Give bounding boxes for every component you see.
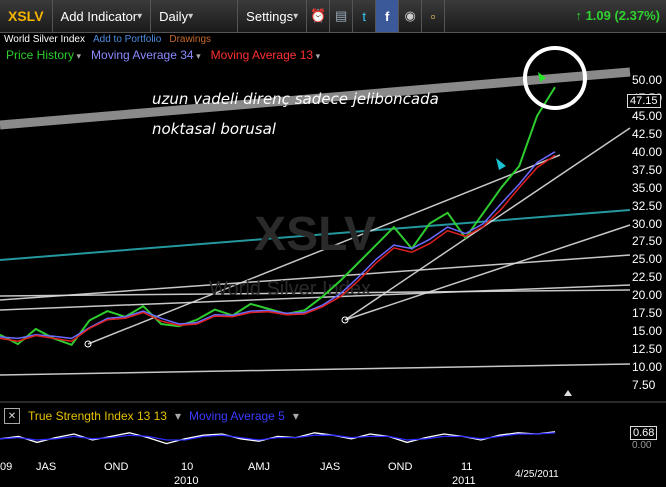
y-tick-label: 40.00 xyxy=(632,144,663,159)
legend: Price History Moving Average 34 Moving A… xyxy=(0,48,666,64)
chevron-down-icon[interactable]: ▾ xyxy=(174,409,182,423)
upper-trendline xyxy=(344,127,631,321)
toolbar: XSLV Add Indicator Daily Settings ⏰ ▤ t … xyxy=(0,0,666,33)
price-change-value: 1.09 (2.37%) xyxy=(585,8,660,23)
y-tick-label: 22.50 xyxy=(632,270,663,285)
legend-tsi[interactable]: True Strength Index 13 13 xyxy=(28,409,167,423)
subbar: World Silver Index Add to Portfolio Draw… xyxy=(0,32,666,46)
support-trendline-1 xyxy=(87,154,561,345)
x-year-label: 2010 xyxy=(174,475,199,487)
x-tick-label: OND xyxy=(388,461,413,473)
y-tick-label: 20.00 xyxy=(632,288,663,303)
x-tick-label: JAS xyxy=(320,461,341,473)
binoculars-icon[interactable]: ◉ xyxy=(399,0,423,32)
y-tick-label: 32.50 xyxy=(632,198,663,213)
highlight-circle xyxy=(523,46,587,110)
price-change: ↑ 1.09 (2.37%) xyxy=(575,8,660,23)
legend-ma34[interactable]: Moving Average 34 xyxy=(91,48,201,64)
teal-arrow-icon xyxy=(496,158,506,170)
x-tick-label: 4/25/2011 xyxy=(515,469,559,480)
legend-price-history[interactable]: Price History xyxy=(6,48,81,64)
instrument-name: World Silver Index xyxy=(4,33,85,45)
x-tick-label: OND xyxy=(104,461,129,473)
symbol-field[interactable]: XSLV xyxy=(0,0,53,32)
x-tick-label: 11 xyxy=(461,461,473,473)
y-tick-label: 50.00 xyxy=(632,73,663,87)
y-tick-label: 12.50 xyxy=(632,342,663,357)
series-line-3 xyxy=(0,154,556,342)
twitter-icon[interactable]: t xyxy=(353,0,377,32)
y-tick-label: 37.50 xyxy=(632,162,663,177)
horizontal-trendline-3 xyxy=(0,289,631,297)
legend-tsi-ma[interactable]: Moving Average 5 xyxy=(189,409,285,423)
x-tick-label: 10 xyxy=(181,461,194,473)
y-tick-label: 27.50 xyxy=(632,234,663,249)
facebook-icon[interactable]: f xyxy=(376,0,400,32)
y-tick-label: 7.50 xyxy=(632,378,656,392)
current-price-box: 47.15 xyxy=(627,94,661,108)
y-tick-label: 15.00 xyxy=(632,324,663,339)
note-icon[interactable]: ▫ xyxy=(422,0,446,32)
chevron-down-icon[interactable]: ▾ xyxy=(292,409,299,423)
close-icon[interactable]: ✕ xyxy=(4,408,20,424)
x-tick-label: 09 xyxy=(0,461,13,473)
watermark-name: World Silver Index xyxy=(209,278,371,300)
y-tick-label: 42.50 xyxy=(632,126,663,141)
anchor-point xyxy=(341,316,349,324)
support-trendline-2 xyxy=(344,224,631,321)
scroll-marker-icon xyxy=(564,390,572,396)
tsi-panel-header: ✕ True Strength Index 13 13 ▾ Moving Ave… xyxy=(0,407,634,425)
add-to-portfolio-link[interactable]: Add to Portfolio xyxy=(92,33,162,45)
y-tick-label: 45.00 xyxy=(632,108,663,123)
teal-trendline xyxy=(0,209,631,261)
settings-button[interactable]: Settings xyxy=(238,0,308,32)
up-arrow-icon: ↑ xyxy=(575,8,586,23)
legend-ma13[interactable]: Moving Average 13 xyxy=(211,48,321,64)
annotation-line1: uzun vadeli direnç sadece jeliboncada xyxy=(152,90,439,108)
drawings-link[interactable]: Drawings xyxy=(169,33,212,45)
y-tick-label: 25.00 xyxy=(632,252,663,267)
documents-icon[interactable]: ▤ xyxy=(330,0,354,32)
y-tick-label: 30.00 xyxy=(632,216,663,231)
horizontal-trendline-4 xyxy=(0,363,631,376)
interval-select[interactable]: Daily xyxy=(151,0,239,32)
alarm-clock-icon[interactable]: ⏰ xyxy=(307,0,331,32)
anchor-point xyxy=(84,340,92,348)
y-tick-label: 10.00 xyxy=(632,360,663,375)
tsi-zero-tick: 0.00 xyxy=(632,440,652,451)
x-tick-label: AMJ xyxy=(248,461,270,473)
x-tick-label: JAS xyxy=(36,461,57,473)
y-tick-label: 35.00 xyxy=(632,180,663,195)
tsi-line-2 xyxy=(0,432,556,441)
horizontal-trendline-2 xyxy=(0,254,631,301)
tsi-panel-group xyxy=(0,431,556,445)
tsi-current-box: 0.68 xyxy=(630,426,658,440)
add-indicator-button[interactable]: Add Indicator xyxy=(53,0,152,32)
annotation-line2: noktasal borusal xyxy=(152,120,276,138)
price-series-group xyxy=(0,86,556,346)
horizontal-trendline-1 xyxy=(0,284,631,311)
x-year-label: 2011 xyxy=(452,475,476,487)
green-arrow-icon xyxy=(538,72,546,82)
watermark-symbol: XSLV xyxy=(254,208,376,261)
y-tick-label: 17.50 xyxy=(632,306,663,321)
